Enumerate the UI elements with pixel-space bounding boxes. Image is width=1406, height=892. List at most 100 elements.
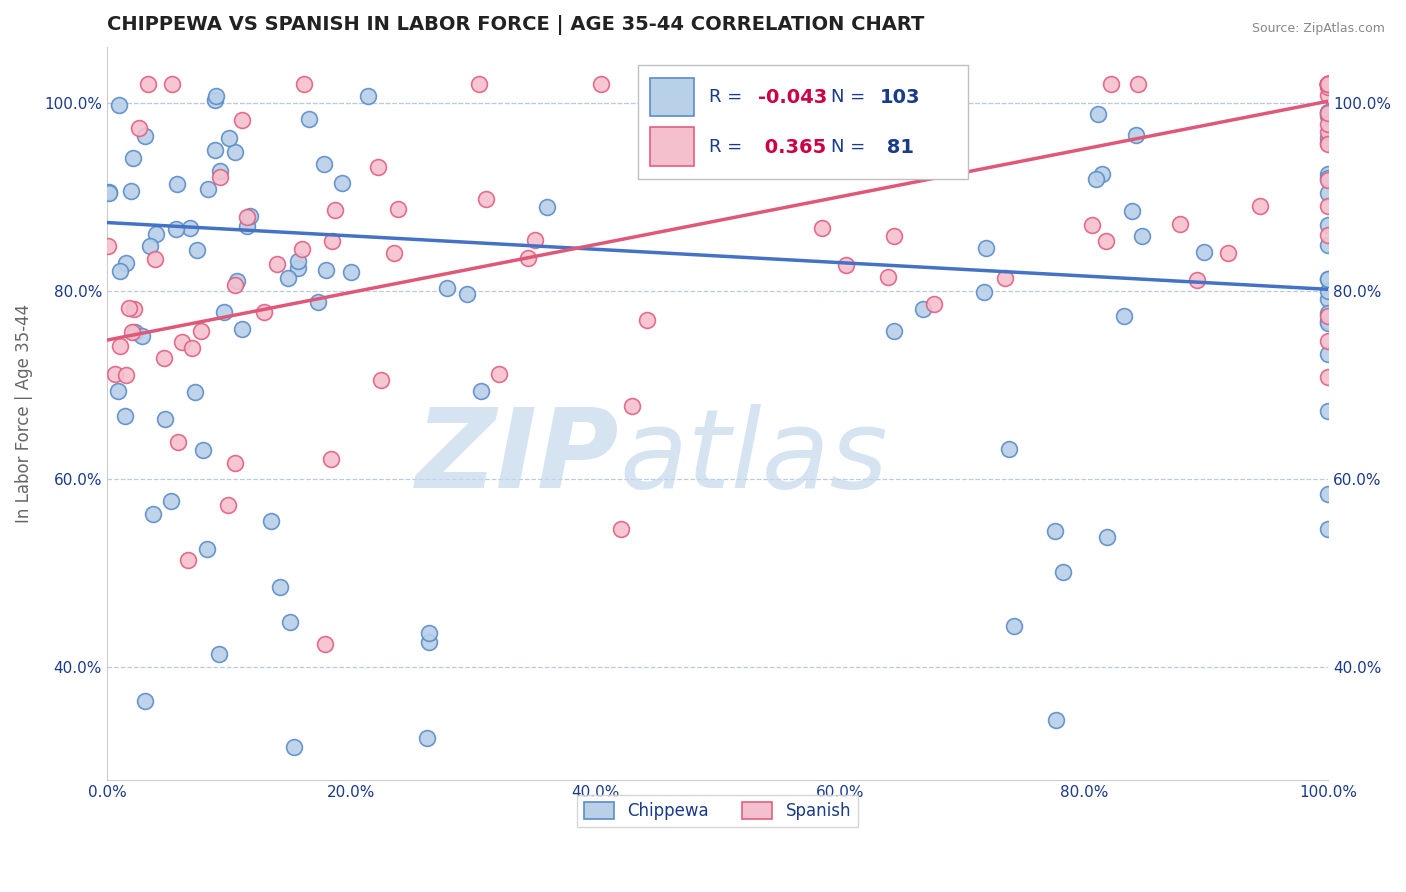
Point [231,112,253,127]
Point [1317,77,1340,91]
Text: atlas: atlas [620,404,889,511]
Point [292,77,315,91]
Point [811,221,834,235]
Point [883,324,905,338]
Point [143,252,166,267]
Point [159,494,181,508]
Point [651,139,673,153]
Point [436,281,458,295]
Point [1317,77,1340,91]
Point [115,256,138,270]
Point [1317,292,1340,306]
Point [1095,530,1118,544]
Point [266,257,288,271]
Point [97,186,120,200]
Point [524,233,547,247]
Point [1249,199,1271,213]
Point [620,399,643,413]
Point [1121,203,1143,218]
Point [474,192,496,206]
Point [180,341,202,355]
Point [1317,106,1340,120]
Point [97,186,120,200]
Point [1317,199,1340,213]
Point [1045,714,1067,728]
Point [124,326,146,340]
Text: 103: 103 [880,87,921,107]
Point [387,202,409,217]
Point [1114,309,1136,323]
FancyBboxPatch shape [638,65,967,178]
Point [1317,487,1340,501]
Point [516,251,538,265]
Point [825,149,848,163]
Point [1317,77,1340,91]
Point [1317,347,1340,361]
Point [842,120,865,134]
Text: N =: N = [831,138,872,156]
Point [193,442,215,457]
Point [224,145,246,160]
Point [165,222,187,236]
Point [134,128,156,143]
Point [488,367,510,381]
Y-axis label: In Labor Force | Age 35-44: In Labor Force | Age 35-44 [15,304,32,523]
Point [269,580,291,594]
Point [97,239,120,253]
Point [321,234,343,248]
Point [1317,136,1340,151]
Point [384,246,406,260]
Point [278,615,301,629]
Point [416,731,439,745]
Point [1087,106,1109,120]
Point [1317,79,1340,94]
Point [190,324,212,338]
Point [1317,170,1340,185]
Point [756,118,779,132]
Point [177,553,200,567]
Point [122,302,145,317]
Point [1091,167,1114,181]
Point [136,77,159,91]
Point [107,384,129,398]
Point [314,636,336,650]
Point [172,334,194,349]
Point [323,202,346,217]
Point [883,228,905,243]
Point [636,313,658,327]
Point [236,210,259,224]
Point [134,694,156,708]
Point [224,456,246,470]
Point [367,161,389,175]
Point [115,368,138,382]
Text: R =: R = [709,88,748,106]
Point [1317,284,1340,298]
Point [1095,234,1118,248]
Point [1317,88,1340,103]
Text: 0.365: 0.365 [758,137,827,157]
Point [1125,128,1147,142]
Point [153,412,176,426]
Point [1317,228,1340,243]
Point [994,271,1017,285]
Point [315,263,337,277]
Point [1317,131,1340,145]
Point [1126,77,1149,91]
Point [1317,77,1340,91]
Point [610,522,633,536]
Point [973,285,995,300]
Point [1168,217,1191,231]
Text: ZIP: ZIP [416,404,620,511]
Point [340,265,363,279]
Point [108,97,131,112]
Point [145,227,167,242]
Point [1052,565,1074,579]
Point [197,182,219,196]
Point [1317,272,1340,286]
Point [205,88,228,103]
Point [120,184,142,198]
Point [128,120,150,135]
Point [1317,218,1340,232]
Text: N =: N = [831,88,872,106]
Point [307,295,329,310]
